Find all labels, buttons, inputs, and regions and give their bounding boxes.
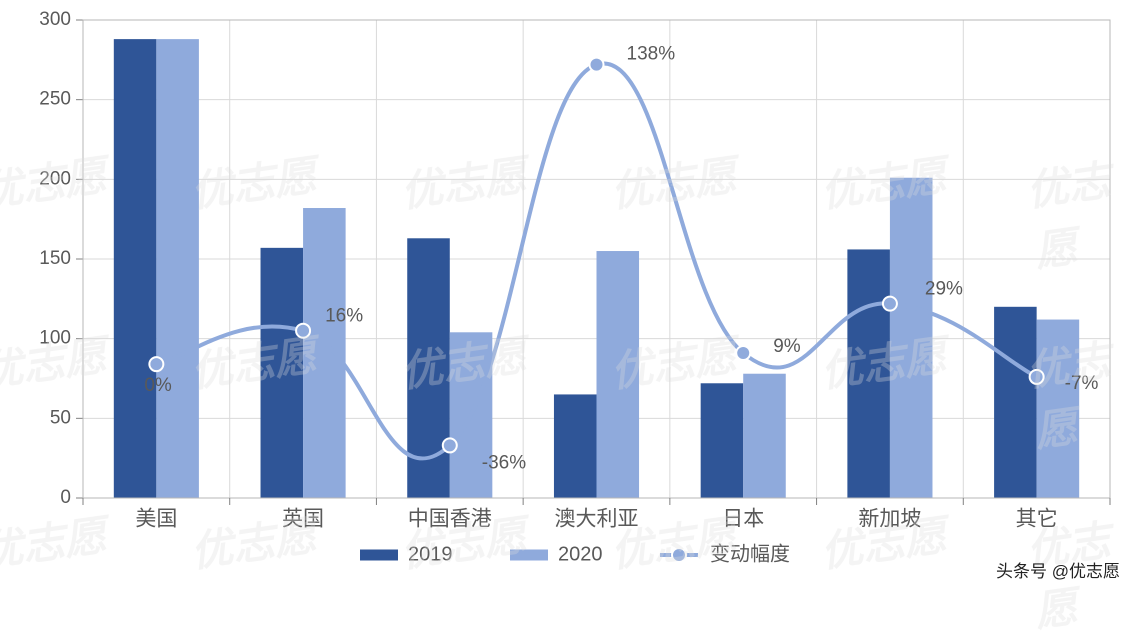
- bar: [1037, 320, 1080, 498]
- svg-text:150: 150: [39, 248, 71, 269]
- line-marker: [443, 438, 457, 452]
- svg-text:0%: 0%: [144, 375, 172, 396]
- bar: [261, 248, 304, 498]
- line-marker: [590, 58, 604, 72]
- attribution-text: 头条号 @优志愿: [996, 557, 1120, 582]
- bar: [701, 383, 744, 498]
- line-marker: [149, 357, 163, 371]
- chart-container: 0 50 100 150 200 250 300 美国 英国 中国香港 澳大利亚 日本 新加坡 其它 0% 1…: [0, 0, 1140, 590]
- legend-swatch: [360, 550, 398, 561]
- svg-text:16%: 16%: [325, 306, 363, 327]
- svg-text:100: 100: [39, 328, 71, 349]
- svg-text:澳大利亚: 澳大利亚: [555, 508, 639, 531]
- svg-text:美国: 美国: [135, 508, 177, 531]
- line-marker: [1030, 370, 1044, 384]
- bar: [847, 249, 890, 498]
- svg-text:50: 50: [50, 407, 71, 428]
- bar-line-chart: 0 50 100 150 200 250 300 美国 英国 中国香港 澳大利亚 日本 新加坡 其它 0% 1…: [0, 0, 1140, 590]
- bar: [554, 394, 597, 498]
- bar: [994, 307, 1037, 498]
- svg-text:0: 0: [60, 487, 71, 508]
- svg-text:300: 300: [39, 9, 71, 30]
- line-marker: [296, 324, 310, 338]
- line-marker: [883, 297, 897, 311]
- svg-text:其它: 其它: [1016, 508, 1058, 531]
- bar: [303, 208, 346, 498]
- svg-text:-36%: -36%: [482, 452, 526, 473]
- svg-text:29%: 29%: [925, 279, 963, 300]
- svg-text:中国香港: 中国香港: [408, 508, 492, 531]
- bar: [597, 251, 640, 498]
- svg-text:200: 200: [39, 168, 71, 189]
- line-marker: [736, 346, 750, 360]
- svg-text:250: 250: [39, 89, 71, 110]
- svg-text:英国: 英国: [282, 508, 324, 531]
- bar: [114, 39, 157, 498]
- svg-text:-7%: -7%: [1065, 373, 1099, 394]
- svg-text:138%: 138%: [627, 44, 676, 65]
- legend-swatch: [510, 550, 548, 561]
- svg-text:变动幅度: 变动幅度: [710, 542, 790, 565]
- svg-text:2020: 2020: [558, 543, 603, 565]
- svg-text:9%: 9%: [773, 336, 801, 357]
- svg-text:新加坡: 新加坡: [858, 508, 921, 531]
- bar: [156, 39, 199, 498]
- bar: [890, 178, 933, 498]
- svg-text:日本: 日本: [722, 508, 764, 531]
- svg-text:2019: 2019: [408, 543, 453, 565]
- bar: [743, 374, 786, 498]
